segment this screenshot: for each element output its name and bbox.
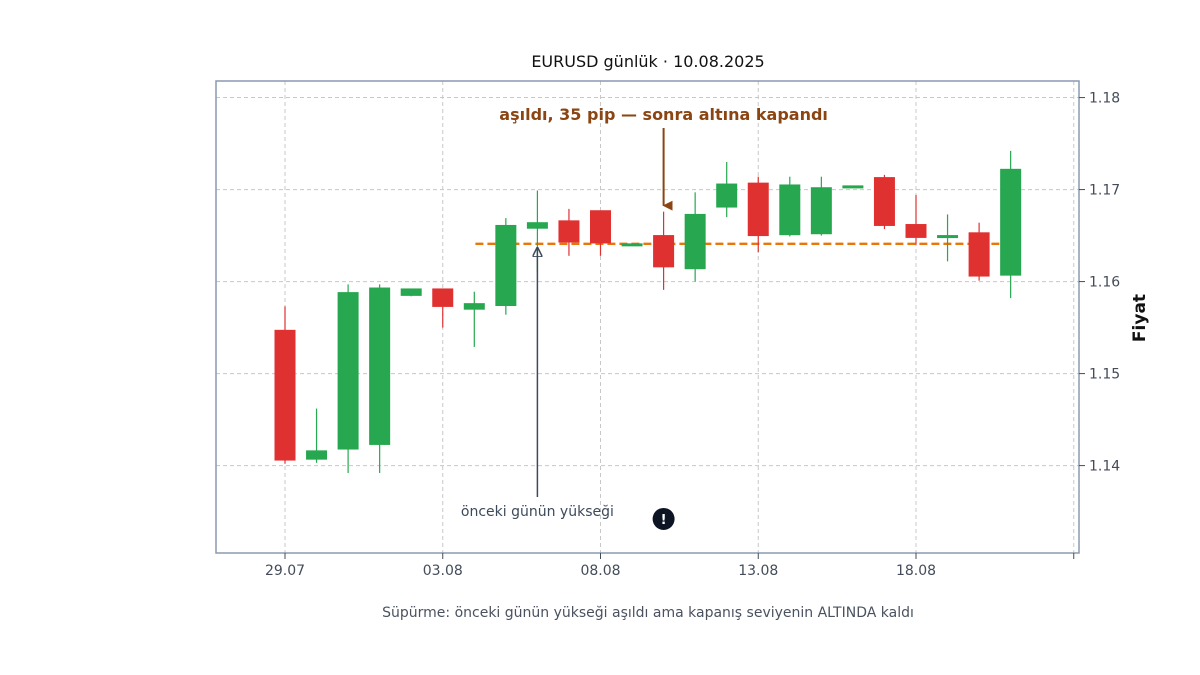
candle: [621, 243, 643, 247]
candle-body-up: [842, 185, 864, 189]
candle: [400, 288, 422, 297]
annotation-prev-high-label: önceki günün yükseği: [461, 504, 614, 520]
candle: [337, 284, 359, 473]
candle-body-down: [968, 232, 990, 277]
candle: [274, 306, 296, 464]
x-tick-label: 18.08: [896, 563, 936, 579]
candle-body-up: [779, 184, 801, 236]
candle-body-up: [337, 292, 359, 450]
candle-body-up: [495, 224, 517, 306]
candle: [905, 195, 927, 245]
candle-body-up: [463, 303, 485, 310]
candle-body-down: [653, 235, 675, 268]
candle: [306, 408, 328, 463]
candle: [590, 210, 611, 256]
candle-body-up: [400, 288, 422, 296]
y-tick-label: 1.17: [1089, 183, 1120, 199]
candle-body-down: [590, 210, 611, 244]
candle-body-up: [937, 235, 959, 239]
candle: [810, 176, 832, 236]
candle-body-up: [1000, 168, 1022, 276]
candle: [779, 176, 801, 237]
x-tick-label: 29.07: [265, 563, 305, 579]
candle-body-down: [558, 220, 580, 243]
candle: [937, 214, 959, 262]
chart-title: EURUSD günlük · 10.08.2025: [531, 52, 764, 71]
y-tick-label: 1.18: [1089, 91, 1120, 107]
candle-body-up: [716, 183, 738, 208]
candle-body-down: [873, 177, 895, 226]
candle: [716, 161, 738, 218]
candle-body-up: [684, 213, 706, 270]
x-tick-label: 13.08: [738, 563, 778, 579]
y-tick-label: 1.16: [1089, 275, 1120, 291]
candle: [558, 208, 580, 256]
candle-body-up: [369, 287, 391, 445]
x-tick-label: 08.08: [580, 563, 620, 579]
candle-body-up: [306, 450, 328, 460]
candle-body-down: [747, 182, 769, 237]
candle-body-up: [526, 222, 548, 229]
candle: [369, 284, 391, 473]
candle: [873, 174, 895, 230]
plot-frame: [215, 80, 1080, 554]
y-axis: 1.14 1.15 1.16 1.17 1.18: [1079, 91, 1120, 475]
candle: [842, 185, 864, 189]
candle-body-down: [274, 329, 296, 461]
chart-caption: Süpürme: önceki günün yükseği aşıldı ama…: [382, 605, 914, 621]
x-tick-label: 03.08: [423, 563, 463, 579]
candles: [274, 150, 1022, 473]
candle: [747, 176, 769, 253]
candle-body-down: [905, 224, 927, 238]
y-tick-label: 1.14: [1089, 459, 1120, 475]
annotation-sweep-label: aşıldı, 35 pip — sonra altına kapandı: [499, 105, 828, 124]
candle: [495, 218, 517, 315]
candle: [463, 291, 485, 347]
candle: [653, 211, 675, 290]
y-axis-label: Fiyat: [1130, 294, 1150, 342]
candle-body-up: [621, 243, 643, 247]
annotations: aşıldı, 35 pip — sonra altına kapandı önc…: [461, 105, 828, 530]
warning-marker-symbol: !: [661, 513, 667, 528]
candle: [968, 222, 990, 281]
candle-body-down: [432, 288, 454, 307]
warning-marker-icon: [652, 507, 675, 530]
y-tick-label: 1.15: [1089, 367, 1120, 383]
candle: [684, 192, 706, 282]
grid: [216, 81, 1079, 553]
candle-body-up: [810, 187, 832, 235]
candle: [432, 288, 454, 328]
candle: [1000, 150, 1022, 299]
x-axis: 29.07 03.08 08.08 13.08 18.08: [265, 553, 1075, 579]
